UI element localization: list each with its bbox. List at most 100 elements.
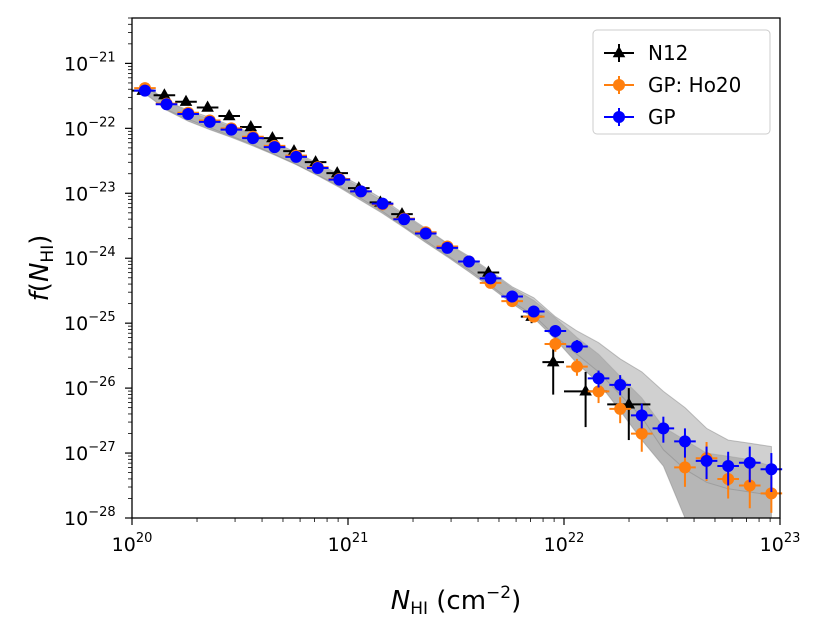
marker-triangle xyxy=(244,120,258,132)
legend-entry: GP: Ho20 xyxy=(604,73,741,97)
y-tick-label: 10−24 xyxy=(64,245,116,270)
data-point xyxy=(652,416,675,443)
marker-triangle xyxy=(222,108,236,121)
data-point xyxy=(566,358,588,376)
marker-circle xyxy=(268,141,281,154)
marker-circle xyxy=(246,132,259,145)
marker-circle xyxy=(354,185,367,198)
marker-circle xyxy=(311,161,324,174)
marker-circle xyxy=(743,479,756,492)
data-point xyxy=(607,388,651,441)
marker-circle xyxy=(441,241,454,254)
data-point xyxy=(155,98,178,111)
legend-box xyxy=(592,29,771,135)
marker-circle xyxy=(419,227,432,240)
y-axis-label-close: ) xyxy=(25,235,55,245)
data-point xyxy=(587,370,610,388)
data-point xyxy=(436,241,459,254)
data-point xyxy=(609,375,631,396)
x-tick-label: 1022 xyxy=(544,531,585,556)
marker-triangle xyxy=(579,384,592,396)
y-tick-label: 10−22 xyxy=(64,115,116,140)
data-series xyxy=(132,82,783,513)
data-point xyxy=(522,305,545,318)
marker-triangle xyxy=(158,88,171,100)
marker-circle xyxy=(592,372,605,385)
data-point xyxy=(609,397,631,424)
x-tick-label: 1023 xyxy=(760,531,801,556)
y-tick-label: 10−23 xyxy=(64,180,116,205)
legend-marker-triangle xyxy=(612,46,626,58)
data-point xyxy=(458,255,480,268)
y-tick-label: 10−28 xyxy=(64,505,116,530)
marker-circle xyxy=(160,98,173,111)
x-tick-label: 1020 xyxy=(112,531,153,556)
marker-circle xyxy=(138,84,151,97)
marker-circle xyxy=(549,337,562,350)
y-tick-label: 10−25 xyxy=(64,310,116,335)
legend-entry: N12 xyxy=(604,41,688,65)
data-point xyxy=(738,446,761,483)
data-point xyxy=(566,340,588,354)
marker-triangle xyxy=(201,100,214,112)
marker-circle xyxy=(376,197,389,210)
data-point xyxy=(350,185,372,198)
x-axis-label-unit-close: ) xyxy=(511,586,521,616)
data-point xyxy=(285,150,307,163)
data-point xyxy=(393,213,415,226)
data-point xyxy=(544,324,567,338)
data-point xyxy=(220,123,243,136)
data-point xyxy=(414,227,437,240)
data-point xyxy=(306,161,329,174)
y-axis-label-sub: HI xyxy=(38,245,58,263)
data-point xyxy=(242,132,264,145)
data-point xyxy=(695,446,718,480)
data-point xyxy=(630,419,653,452)
marker-circle xyxy=(678,435,691,448)
marker-circle xyxy=(484,272,497,285)
legend-marker-circle xyxy=(613,79,625,91)
series-gp xyxy=(134,84,783,493)
data-point xyxy=(674,451,696,487)
data-point xyxy=(328,173,351,186)
marker-circle xyxy=(765,463,778,476)
marker-circle xyxy=(333,173,346,186)
data-point xyxy=(542,342,564,395)
marker-circle xyxy=(462,255,475,268)
legend-label: GP xyxy=(648,105,676,129)
marker-circle xyxy=(678,461,691,474)
x-axis-label-unit-sup: −2 xyxy=(486,583,511,603)
marker-circle xyxy=(700,454,713,467)
x-axis-label-unit: (cm xyxy=(428,586,486,616)
marker-circle xyxy=(549,324,562,337)
data-point xyxy=(760,453,783,493)
legend: N12 GP: Ho20 GP xyxy=(592,29,771,135)
data-point xyxy=(674,428,696,458)
legend-label: N12 xyxy=(648,41,688,65)
marker-circle xyxy=(290,150,303,163)
data-point xyxy=(544,337,567,352)
data-point xyxy=(177,108,199,121)
data-point xyxy=(371,197,394,210)
axis-ticks: 1020 1021 1022 1023 10−28 10−27 10−26 10−25 10−2… xyxy=(64,17,801,556)
marker-circle xyxy=(527,305,540,318)
marker-circle xyxy=(203,115,216,128)
marker-triangle xyxy=(546,355,560,367)
marker-circle xyxy=(635,427,648,440)
marker-circle xyxy=(592,385,605,398)
marker-circle xyxy=(765,487,778,500)
x-axis-label-sub: HI xyxy=(410,599,428,619)
marker-circle xyxy=(506,290,519,303)
marker-circle xyxy=(570,360,583,373)
data-point xyxy=(587,381,610,404)
legend-label: GP: Ho20 xyxy=(648,73,741,97)
y-axis-label: f(NHI) xyxy=(25,235,58,302)
marker-triangle xyxy=(266,131,279,143)
marker-circle xyxy=(570,340,583,353)
marker-circle xyxy=(657,422,670,435)
x-tick-label: 1021 xyxy=(328,531,369,556)
marker-triangle xyxy=(179,94,193,106)
marker-circle xyxy=(614,402,627,415)
marker-circle xyxy=(635,409,648,422)
y-tick-label: 10−21 xyxy=(64,50,116,75)
